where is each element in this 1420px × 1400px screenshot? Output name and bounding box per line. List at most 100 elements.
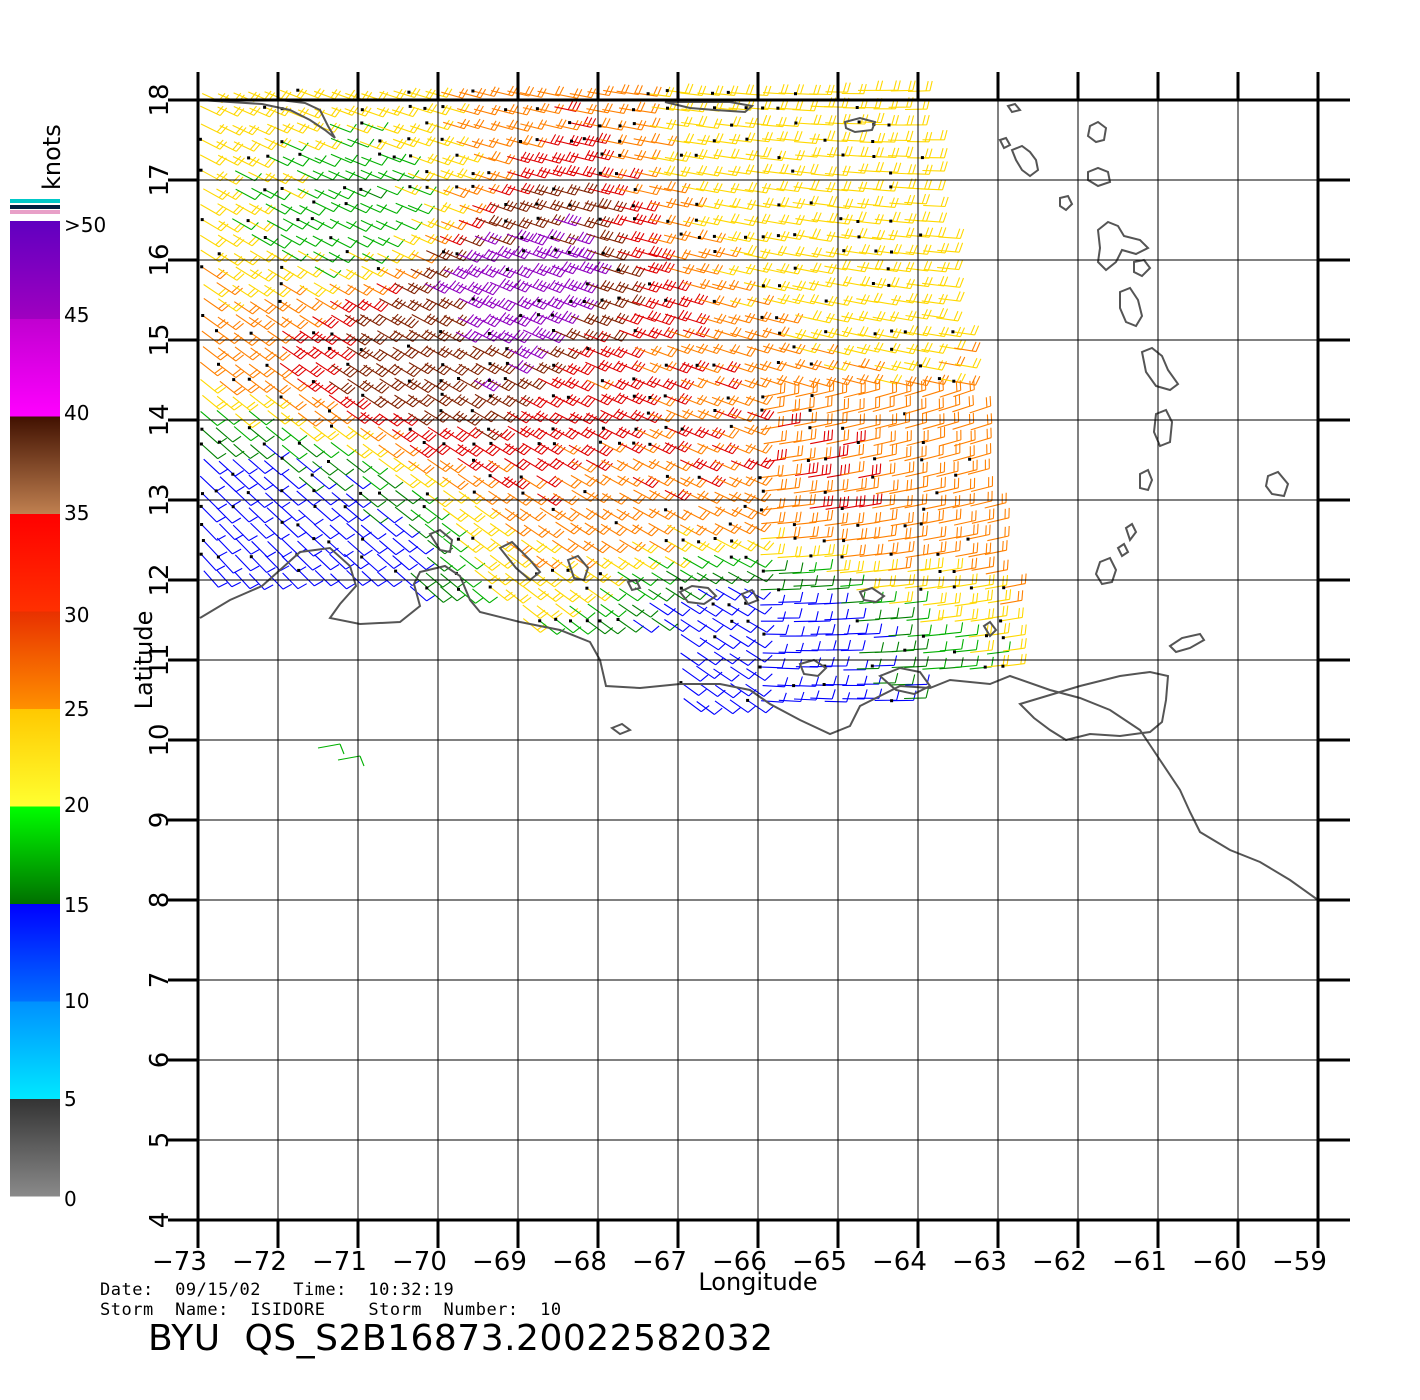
wind-barb: [872, 181, 899, 192]
wind-barb: [794, 592, 819, 605]
wind-barb: [858, 360, 886, 372]
rain-flag-dot: [550, 236, 554, 239]
rain-flag-dot: [360, 108, 364, 112]
rain-flag-dot: [439, 379, 443, 383]
wind-barb: [426, 248, 454, 261]
rain-flag-dot: [778, 284, 781, 288]
wind-barb: [522, 326, 551, 340]
rain-flag-dot: [522, 249, 526, 253]
wind-barb: [891, 640, 917, 653]
rain-flag-dot: [471, 172, 475, 176]
wind-barb: [843, 382, 866, 399]
rain-flag-dot: [455, 153, 459, 157]
coastline-island-6: [1059, 194, 1074, 212]
wind-barb: [840, 640, 866, 652]
wind-barb: [874, 508, 898, 523]
wind-barb: [841, 444, 865, 459]
wind-barb: [520, 476, 548, 490]
rain-flag-dot: [615, 172, 618, 176]
wind-barb: [395, 490, 422, 505]
wind-barb: [874, 413, 898, 430]
wind-barb: [907, 624, 932, 637]
wind-barb: [217, 106, 245, 117]
wind-barb: [233, 379, 260, 394]
wind-barb: [523, 458, 550, 472]
rain-flag-dot: [296, 88, 300, 92]
wind-barb: [281, 266, 309, 279]
wind-barb: [712, 85, 739, 96]
wind-barb: [843, 358, 870, 369]
wind-barb: [344, 314, 372, 327]
wind-barb: [904, 193, 931, 205]
wind-barb: [888, 261, 915, 273]
wind-barb: [391, 106, 419, 118]
wind-barb: [649, 233, 677, 244]
rain-flag-dot: [472, 442, 476, 446]
rain-flag-dot: [359, 491, 363, 495]
rain-flag-dot: [279, 395, 283, 399]
wind-barb: [489, 523, 517, 537]
wind-barb: [714, 133, 741, 145]
wind-barb: [216, 395, 243, 411]
wind-barb: [410, 509, 437, 524]
rain-flag-dot: [745, 137, 749, 141]
wind-barb: [681, 115, 708, 127]
rain-flag-dot: [198, 137, 202, 141]
wind-barb: [251, 139, 279, 151]
wind-barb: [824, 592, 849, 605]
wind-barb: [472, 410, 499, 423]
wind-barb: [649, 442, 677, 455]
wind-barb: [682, 325, 710, 338]
rain-flag-dot: [200, 427, 204, 431]
wind-barb: [313, 523, 340, 540]
wind-barb: [617, 230, 645, 243]
wind-barb: [537, 427, 565, 440]
wind-barb: [763, 430, 788, 445]
wind-barb: [712, 617, 739, 631]
wind-barb: [457, 444, 485, 457]
wind-barb: [587, 603, 614, 618]
wind-barb: [408, 329, 436, 342]
wind-barb: [423, 506, 451, 521]
rain-flag-dot: [376, 267, 380, 271]
wind-barb: [634, 345, 662, 356]
wind-barb: [536, 475, 563, 488]
wind-barb: [408, 281, 436, 294]
wind-barb: [761, 313, 789, 324]
wind-barb: [633, 200, 660, 212]
wind-barb: [456, 104, 484, 116]
wind-barb: [538, 296, 566, 310]
wind-barb: [809, 395, 833, 411]
wind-barb: [891, 461, 915, 477]
rain-flag-dot: [554, 248, 558, 252]
wind-barb: [872, 494, 896, 509]
wind-barb: [825, 326, 853, 338]
wind-barb: [730, 296, 757, 307]
wind-barb: [728, 164, 755, 175]
wind-barb: [281, 346, 309, 360]
wind-barb: [890, 213, 917, 224]
wind-barb: [297, 265, 324, 278]
wind-barb: [489, 362, 517, 375]
rain-flag-dot: [758, 476, 762, 480]
wind-barb: [248, 157, 276, 168]
rain-flag-dot: [570, 139, 573, 143]
rain-flag-dot: [935, 491, 939, 495]
rain-flag-dot: [582, 300, 586, 303]
wind-barb: [745, 231, 772, 243]
wind-barb: [792, 195, 819, 207]
rain-flag-dot: [199, 442, 203, 446]
rain-flag-dot: [793, 266, 797, 270]
wind-barb: [682, 557, 710, 569]
wind-barb: [794, 228, 822, 239]
rain-flag-dot: [407, 344, 410, 348]
rain-flag-dot: [872, 155, 876, 158]
wind-barb: [599, 587, 627, 602]
x-tick-label: −66: [712, 1247, 767, 1277]
wind-barb: [888, 527, 912, 542]
wind-barb: [779, 280, 807, 291]
wind-barb: [648, 248, 676, 260]
wind-barb: [219, 476, 245, 493]
wind-barb: [824, 528, 849, 542]
